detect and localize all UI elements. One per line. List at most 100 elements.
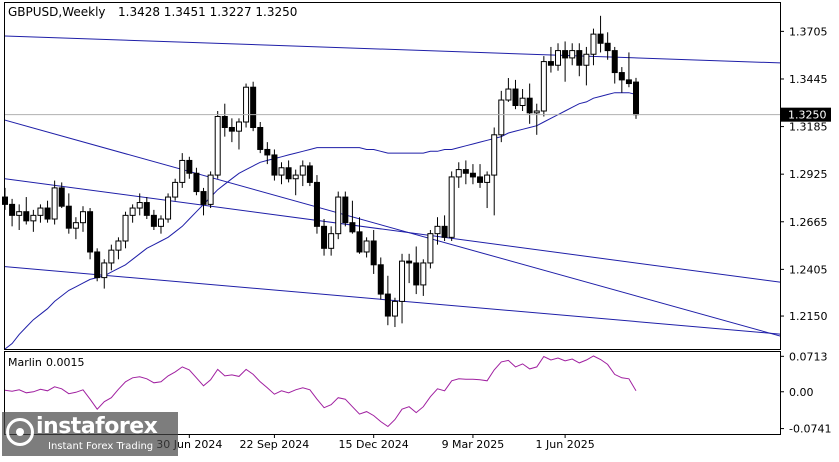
- candle: [179, 153, 186, 188]
- candle: [101, 259, 108, 289]
- indicator-name: Marlin: [8, 356, 42, 369]
- y-tick-label: 1.3445: [789, 73, 828, 86]
- candle: [207, 171, 214, 209]
- y-tick-label: 1.2150: [789, 310, 828, 323]
- candle-body-bear: [313, 181, 320, 227]
- candle-body-bull: [555, 50, 562, 66]
- candle: [469, 164, 476, 185]
- candle-body-bull: [129, 207, 136, 216]
- channel-line: [5, 178, 780, 283]
- x-tick-label: 22 Sep 2024: [240, 438, 310, 451]
- candle-body-bull: [448, 176, 455, 238]
- candle: [370, 230, 377, 274]
- candle-body-bear: [94, 251, 101, 279]
- candle: [58, 182, 65, 209]
- candle: [257, 121, 264, 154]
- main-panel-frame: [4, 2, 781, 350]
- candle: [285, 160, 292, 183]
- candle-body-bear: [2, 196, 8, 205]
- candle: [108, 244, 115, 271]
- candle-body-bear: [526, 97, 533, 114]
- candle: [540, 56, 547, 117]
- candle: [250, 81, 257, 132]
- candle: [214, 111, 221, 179]
- y-tick-label: 1.2405: [789, 263, 828, 276]
- logo-name: instaforex: [36, 414, 158, 439]
- candle-body-bull: [108, 249, 115, 264]
- candle-body-bear: [200, 191, 207, 205]
- candle-body-bear: [9, 203, 16, 216]
- candle-body-bull: [136, 202, 143, 209]
- candle: [228, 118, 235, 143]
- candle: [377, 257, 384, 300]
- candle: [150, 209, 157, 231]
- candle-body-bull: [37, 207, 44, 216]
- candle-body-bear: [58, 187, 65, 207]
- candle: [23, 197, 30, 225]
- candle: [583, 46, 590, 86]
- candle-body-bull: [72, 222, 79, 229]
- candle: [271, 149, 278, 181]
- candle-body-bull: [278, 167, 285, 176]
- candle: [562, 41, 569, 82]
- moving-average-line: [5, 92, 637, 349]
- candle: [243, 83, 250, 128]
- candle-body-bull: [505, 88, 512, 101]
- indicator-tick-label: 0.0713: [789, 350, 828, 363]
- candle: [200, 187, 207, 216]
- candle: [342, 191, 349, 227]
- instaforex-logo-icon: [6, 418, 34, 446]
- x-tick-label: 1 Jun 2025: [536, 438, 595, 451]
- candle: [235, 118, 242, 150]
- y-tick-label: 1.2665: [789, 216, 828, 229]
- candle: [44, 200, 51, 223]
- candle: [597, 15, 604, 53]
- candle-body-bull: [391, 300, 398, 317]
- candle: [413, 246, 420, 295]
- candle-body-bear: [356, 231, 363, 253]
- candle: [122, 211, 129, 249]
- candle-body-bear: [633, 81, 640, 116]
- candle-body-bear: [250, 86, 257, 128]
- candle-body-bull: [540, 61, 547, 112]
- candle-body-bull: [243, 86, 250, 123]
- candle: [455, 162, 462, 188]
- candle-body-bull: [455, 169, 462, 178]
- candle: [292, 169, 299, 196]
- logo-tagline: Instant Forex Trading: [48, 441, 154, 452]
- candle: [484, 171, 491, 209]
- candle-body-bear: [257, 126, 264, 150]
- candle-body-bear: [562, 50, 569, 59]
- candle-body-bear: [406, 260, 413, 264]
- indicator-tick-label: -0.0741: [789, 423, 831, 436]
- candle: [384, 275, 391, 326]
- candle: [391, 297, 398, 328]
- channel-line: [5, 119, 780, 337]
- candle-body-bull: [420, 262, 427, 286]
- candle-body-bull: [179, 159, 186, 183]
- candle-body-bull: [363, 240, 370, 253]
- candle: [625, 52, 632, 88]
- candle-body-bear: [150, 214, 157, 227]
- candle-body-bear: [597, 33, 604, 44]
- candle: [37, 204, 44, 223]
- candle: [264, 142, 271, 165]
- candle-body-bear: [228, 126, 235, 132]
- instaforex-logo: instaforex Instant Forex Trading: [2, 412, 178, 456]
- current-price-badge: [781, 107, 831, 122]
- candle: [604, 32, 611, 60]
- candle: [321, 219, 328, 256]
- candle: [569, 43, 576, 66]
- current-price-label: 1.3250: [788, 109, 827, 122]
- candle: [491, 127, 498, 216]
- x-tick-label: 15 Dec 2024: [339, 438, 409, 451]
- y-tick-label: 1.3185: [789, 121, 828, 134]
- candle-body-bull: [335, 196, 342, 235]
- candle-body-bull: [491, 134, 498, 176]
- candle: [94, 248, 101, 282]
- candle-body-bull: [165, 196, 172, 220]
- candle: [172, 178, 179, 201]
- candle-body-bull: [51, 187, 58, 220]
